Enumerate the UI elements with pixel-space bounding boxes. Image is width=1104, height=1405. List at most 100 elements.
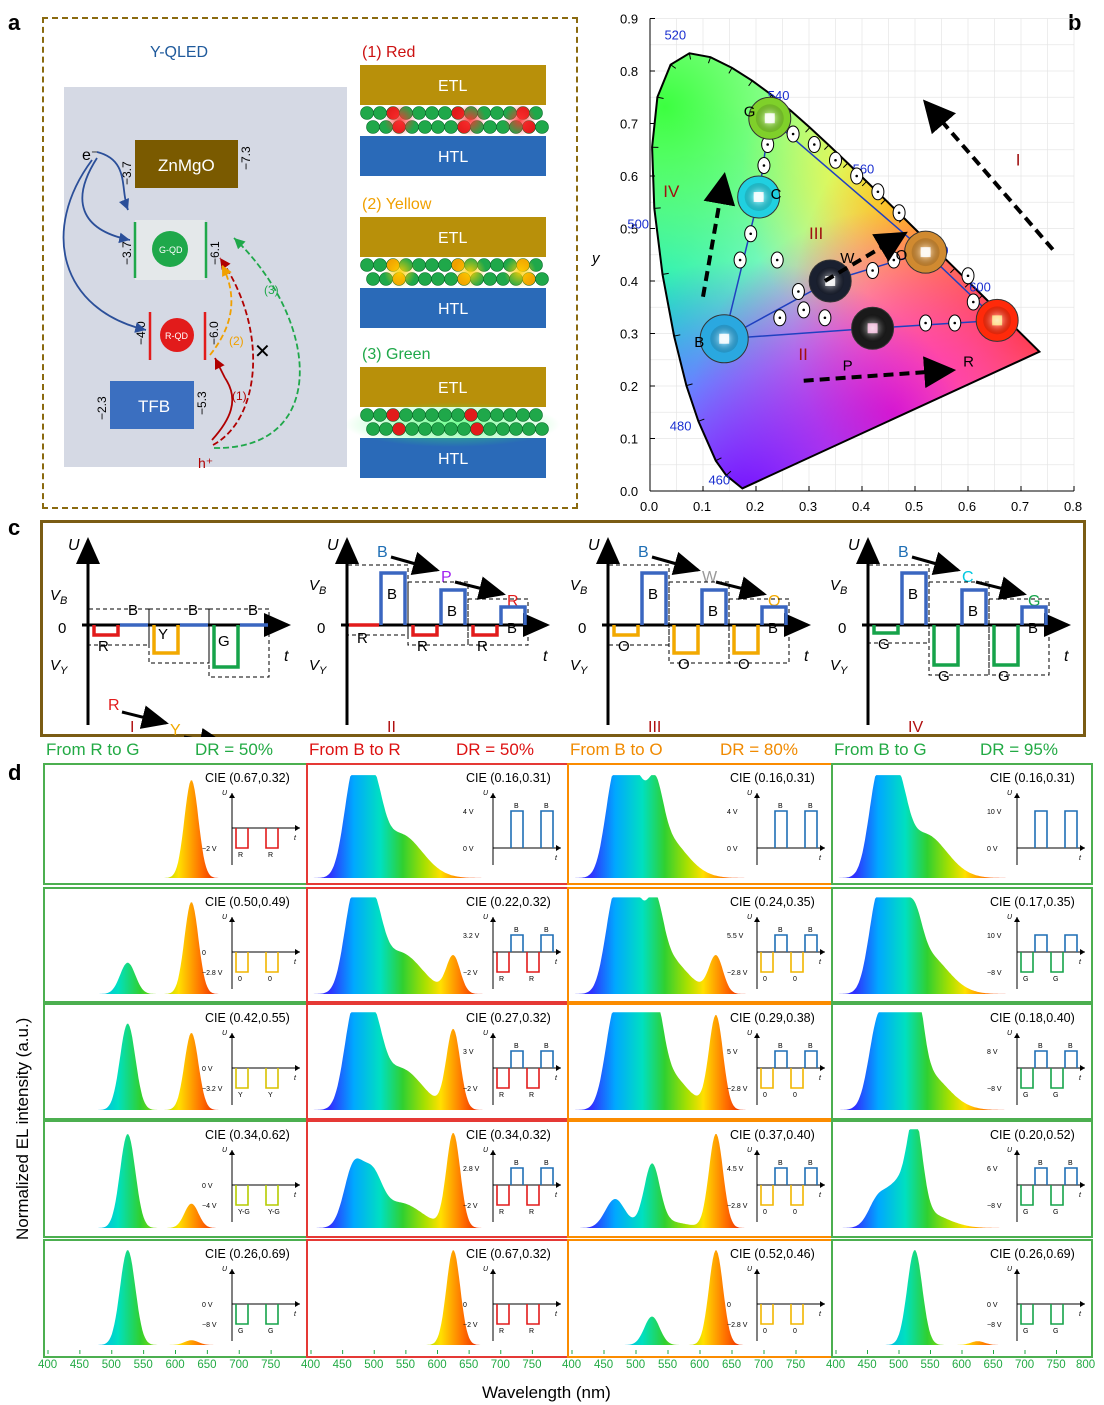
svg-text:R: R [268,852,273,859]
y-tick-label: 0.8 [620,64,638,79]
x-tick-label: 750 [522,1359,541,1371]
svg-text:R: R [529,976,534,983]
inset-pos-pulse [510,1167,524,1185]
period-box [467,598,529,646]
svg-text:0: 0 [793,1209,797,1216]
svg-text:0: 0 [238,976,242,983]
negative-pulse [612,625,640,637]
svg-text:U: U [222,1147,228,1154]
inset-pos-pulse [540,810,554,848]
hole-label: h⁺ [198,455,213,471]
svg-text:B: B [514,1160,519,1167]
svg-text:B: B [778,1160,783,1167]
yqled-title: Y-QLED [150,44,208,61]
svg-text:0: 0 [763,1209,767,1216]
trend-arrow-label-IV: IV [663,182,680,201]
inset-neg-pulse [1050,952,1064,973]
svg-text:t: t [1079,855,1082,862]
spectra-column-4: CIE (0.16,0.31) Ut 10 V 0 V CIE (0.17,0.35) U… [826,763,1095,1371]
qd-particle [392,422,406,436]
x-tick-label: 600 [952,1359,971,1371]
x-tick-label: 700 [491,1359,510,1371]
cie-coordinate-label: CIE (0.16,0.31) [466,771,551,785]
cie-coordinate-label: CIE (0.29,0.38) [730,1011,815,1025]
inset-neg-pulse [496,1185,510,1206]
inset-pos-voltage: 3.2 V [463,933,480,940]
qd-particle [399,408,413,422]
cie-coordinate-label: CIE (0.34,0.32) [466,1128,551,1142]
inset-neg-pulse [265,828,279,849]
positive-pulse [960,588,988,625]
svg-text:t: t [819,959,822,966]
svg-text:U: U [747,1266,753,1273]
svg-text:VY: VY [570,657,588,677]
inset-pos-pulse [804,1167,818,1185]
cie-coordinate-label: CIE (0.16,0.31) [730,771,815,785]
device-title-1: (1) Red [362,44,415,61]
cie-chromaticity-diagram: 0.0 0.1 0.2 0.3 0.4 0.5 0.6 0.7 0.8 0.0 0.1 0.2 0.3 0… [591,12,1082,515]
svg-text:B: B [544,1043,549,1050]
inset-neg-voltage: −8 V [987,1086,1002,1093]
inset-neg-pulse [1020,952,1034,973]
inset-neg-pulse [1020,1304,1034,1325]
svg-text:VY: VY [309,657,327,677]
group-roman-label: I [130,719,134,736]
etl-layer [360,217,546,257]
el-spectrum [48,1134,303,1228]
x-tick-label: 550 [134,1359,153,1371]
spectral-locus [651,52,1042,490]
svg-text:U: U [747,790,753,797]
zn-energy-left: −3.7 [120,161,134,185]
qd-particle [360,408,374,422]
x-tick-label: 500 [364,1359,383,1371]
qd-particle [418,120,432,134]
pulse-label-B: B [768,620,778,637]
inset-pos-voltage: 10 V [987,809,1002,816]
svg-text:U: U [1007,790,1013,797]
wavelength-label-460: 460 [708,473,730,488]
inset-pos-pulse [774,1050,788,1068]
qd-particle [477,408,491,422]
x-tick-label: 650 [459,1359,478,1371]
svg-text:0: 0 [793,976,797,983]
inset-neg-pulse [235,952,249,973]
duty-ratio-label: DR = 80% [720,740,798,759]
svg-text:0: 0 [793,1328,797,1335]
panel-label-c: c [8,515,21,540]
inset-pos-pulse [1064,1167,1078,1185]
svg-text:0: 0 [763,1092,767,1099]
svg-text:U: U [1007,1147,1013,1154]
svg-text:800: 800 [1076,1359,1095,1371]
group-roman-label: II [387,719,396,736]
svg-text:Y: Y [268,1092,273,1099]
znmgo-label: ZnMgO [158,156,215,175]
x-tick-label: 650 [722,1359,741,1371]
pulse-label-neg: G [998,668,1010,685]
x-tick-label: 600 [690,1359,709,1371]
el-spectrum [836,1012,1088,1110]
pulse-label-neg: R [417,638,428,655]
y-tick-label: 0.3 [620,327,638,342]
x-tick-label: 0.2 [746,499,764,514]
group-roman-label: III [648,719,661,736]
trend-arrow-label-I: I [1016,151,1021,170]
cie-coordinate-label: CIE (0.16,0.31) [990,771,1075,785]
qd-particle [366,120,380,134]
svg-text:B: B [188,602,198,619]
sequence-label: P [441,569,452,586]
inset-neg-pulse [235,828,249,849]
waveform-group-I: Ut0VBVYRYGIBRBYBG [50,537,291,737]
svg-text:t: t [1079,1075,1082,1082]
cie-coordinate-label: CIE (0.17,0.35) [990,895,1075,909]
column-title: From R to G [46,740,140,759]
svg-text:0: 0 [763,1328,767,1335]
qd-particle [412,408,426,422]
pulse-label-B: B [708,603,718,620]
inset-pos-voltage: 4.5 V [727,1166,744,1173]
negative-pulse [672,625,700,655]
svg-text:U: U [1007,1030,1013,1037]
wavelength-label-480: 480 [670,419,692,434]
inset-pos-voltage: 10 V [987,933,1002,940]
svg-text:B: B [808,1043,813,1050]
